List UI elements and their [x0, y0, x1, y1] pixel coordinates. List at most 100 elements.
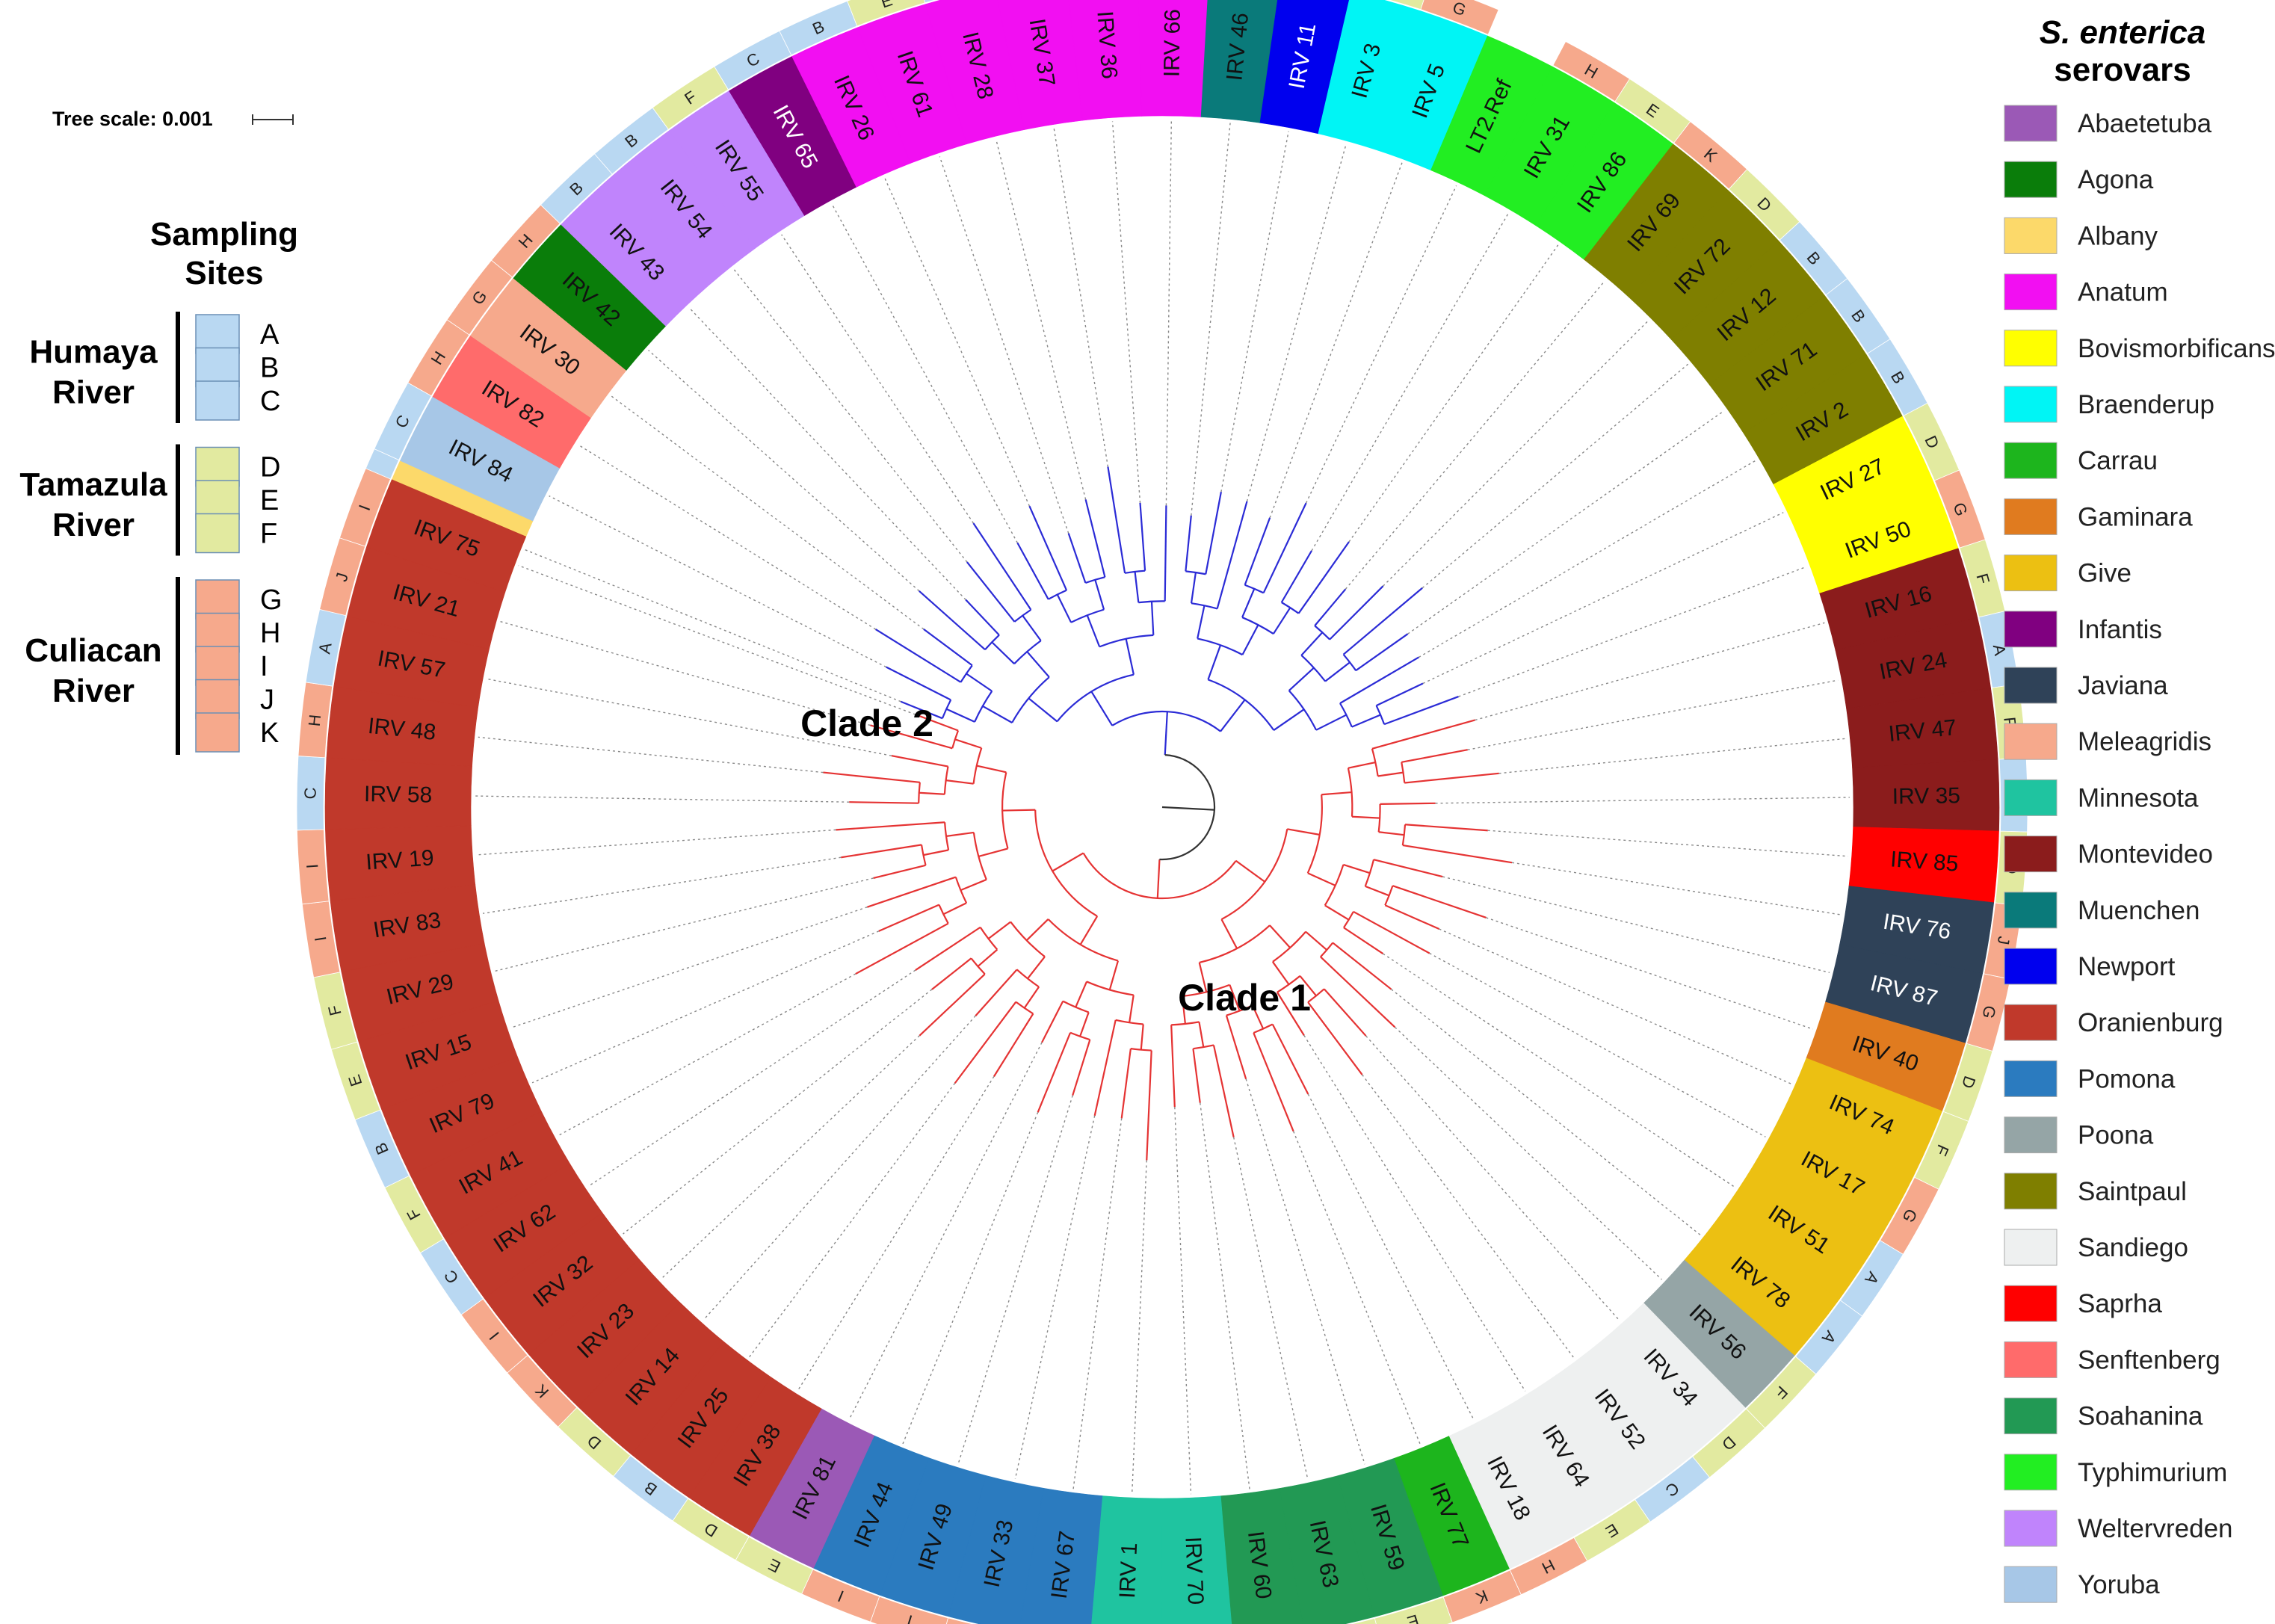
leaf-guide: [1498, 738, 1847, 774]
branch: [977, 948, 998, 967]
branch: [1287, 828, 1320, 836]
branch: [1348, 761, 1376, 769]
branch: [873, 864, 926, 880]
site-label-E: E: [260, 485, 279, 516]
serovar-swatch: [2004, 892, 2058, 929]
leaf-guide: [1429, 952, 1766, 1137]
serovar-name: Saprha: [2078, 1289, 2162, 1318]
branch: [1305, 930, 1327, 951]
branch: [1027, 956, 1046, 980]
serovar-legend: S. enterica serovars Abaetetuba Agona Alba…: [2004, 14, 2275, 1603]
leaf-guide: [831, 203, 1018, 543]
branch: [1028, 697, 1058, 723]
leaf-guide: [1467, 679, 1839, 750]
branch: [919, 590, 986, 651]
branch-arc: [1401, 824, 1407, 846]
branch: [1041, 1001, 1064, 1043]
leaf-guide: [848, 1042, 1043, 1420]
branch: [1084, 499, 1106, 578]
serovar-swatch: [2004, 1398, 2058, 1435]
sites-legend-title-line1: Sampling: [150, 216, 298, 253]
leaf-guide: [648, 350, 920, 592]
site-ring-label: I: [311, 935, 330, 942]
site-swatch-C: [195, 380, 240, 421]
river-name-line2: River: [52, 374, 135, 411]
leaf-guide: [1200, 1102, 1250, 1489]
branch: [1093, 1019, 1117, 1117]
branch: [1220, 918, 1238, 949]
serovar-legend-items: Abaetetuba Agona Albany Anatum Bovismorbific…: [2004, 105, 2275, 1603]
branch: [1107, 466, 1126, 573]
serovar-name: Soahanina: [2078, 1402, 2203, 1431]
branch: [1025, 918, 1049, 942]
site-segment: [1350, 1617, 1377, 1624]
branch: [1392, 885, 1487, 918]
branch: [1307, 872, 1336, 886]
leaf-guide: [1348, 244, 1559, 543]
branch: [993, 1013, 1034, 1077]
branch: [987, 921, 1011, 939]
branch: [1086, 614, 1101, 647]
branch: [1244, 517, 1271, 586]
site-label-J: J: [260, 685, 274, 716]
branch: [919, 791, 945, 795]
serovar-swatch: [2004, 779, 2058, 816]
branch: [875, 629, 962, 683]
branch: [1315, 714, 1347, 731]
branch: [891, 755, 948, 768]
serovar-name: Agona: [2078, 165, 2154, 194]
branch: [870, 724, 953, 750]
leaf-guide: [1245, 1078, 1365, 1465]
serovar-name: Javiana: [2078, 671, 2168, 700]
serovar-name: Gaminara: [2078, 502, 2193, 531]
river-name-line1: Culiacan: [25, 632, 161, 669]
branch: [1314, 588, 1347, 626]
leaf-guide: [733, 268, 968, 563]
leaf-guide: [1220, 131, 1289, 493]
branch: [1185, 515, 1192, 572]
branch-arc: [1191, 602, 1217, 610]
leaf-guide: [1303, 1035, 1526, 1392]
site-label-K: K: [260, 717, 279, 749]
branch-arc: [941, 699, 952, 719]
serovar-swatch: [2004, 498, 2058, 535]
leaf-guide: [797, 1075, 995, 1391]
site-ring-label: F: [1972, 572, 1993, 587]
branch: [1339, 656, 1419, 704]
branch: [965, 599, 1000, 636]
site-segment: [924, 0, 936, 4]
serovar-name: Abaetetuba: [2078, 109, 2212, 138]
leaf-guide: [518, 564, 916, 715]
site-label-G: G: [260, 584, 283, 616]
leaf-guide: [487, 678, 892, 756]
site-swatch-B: [195, 347, 240, 388]
leaf-guide: [1246, 144, 1347, 502]
site-ring-label: I: [303, 863, 321, 869]
branch-arc: [944, 822, 950, 850]
serovar-name: Minnesota: [2078, 783, 2199, 812]
branch: [1320, 956, 1396, 1028]
branch: [1271, 961, 1290, 985]
leaf-guide: [531, 930, 880, 1084]
serovar-swatch: [2004, 105, 2058, 142]
branch-arc: [1314, 625, 1330, 640]
serovar-name: Muenchen: [2078, 896, 2200, 925]
leaf-guide: [494, 877, 874, 972]
branch: [1371, 719, 1475, 750]
branch: [1125, 638, 1135, 675]
branch-arc: [1377, 803, 1381, 833]
branch: [1140, 1024, 1144, 1050]
serovar-name: Saintpaul: [2078, 1177, 2187, 1206]
branch-arc: [1300, 655, 1327, 682]
serovar-swatch: [2004, 723, 2058, 760]
leaf-guide: [749, 1082, 956, 1358]
branch: [1026, 651, 1050, 678]
branch: [1262, 502, 1307, 593]
branch: [1402, 844, 1513, 864]
branch: [919, 973, 986, 1037]
leaf-guide: [1435, 797, 1850, 804]
branch: [1272, 607, 1291, 635]
leaf-guide: [1014, 1115, 1096, 1479]
branch-arc: [1244, 584, 1265, 594]
branch-arc: [1339, 703, 1353, 728]
